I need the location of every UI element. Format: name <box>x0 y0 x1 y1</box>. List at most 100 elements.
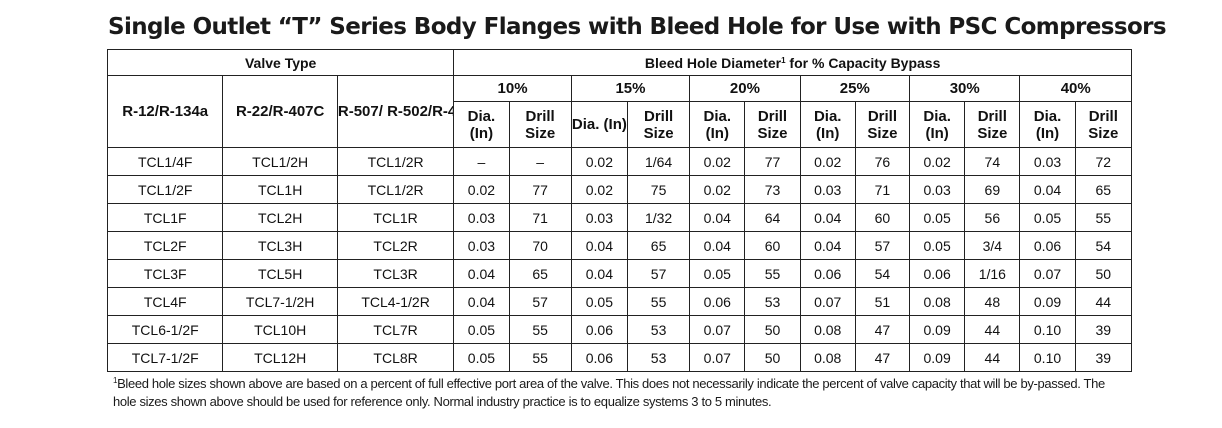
table-cell: TCL4-1/2R <box>336 287 455 316</box>
table-cell: 0.10 <box>1019 343 1076 372</box>
table-cell: 0.04 <box>689 231 746 260</box>
table-row: TCL1F TCL2H TCL1R 0.03 71 0.03 1/32 0.04 64 0.04 6… <box>106 203 1133 232</box>
bleed-header-text: Bleed Hole Diameter <box>644 54 782 71</box>
table-cell: 60 <box>854 203 911 232</box>
table-cell: 0.04 <box>799 231 856 260</box>
table-cell: 64 <box>744 203 801 232</box>
table-cell: 0.04 <box>453 287 510 316</box>
bleed-hole-table: Valve Type Bleed Hole Diameter1 for % Ca… <box>106 49 1133 372</box>
table-cell: TCL1/4F <box>106 147 224 176</box>
table-cell: TCL1H <box>222 175 338 204</box>
valve-col-header: R-507/ R-502/R-404A <box>336 75 455 148</box>
table-cell: 0.06 <box>570 315 628 344</box>
table-cell: 0.02 <box>689 175 746 204</box>
table-cell: 0.08 <box>799 315 856 344</box>
drill-size-header: Drill Size <box>744 101 801 148</box>
header-row-groups: R-12/R-134a R-22/R-407C R-507/ R-502/R-4… <box>106 75 1132 148</box>
table-cell: 0.05 <box>453 315 510 344</box>
table-cell: 47 <box>854 343 911 372</box>
table-cell: 55 <box>744 259 801 288</box>
table-cell: 0.04 <box>689 203 746 232</box>
table-cell: 60 <box>744 231 801 260</box>
table-cell: TCL2F <box>106 231 224 260</box>
table-cell: 1/64 <box>626 147 691 176</box>
table-cell: TCL1/2F <box>106 175 224 204</box>
table-row: TCL1/2F TCL1H TCL1/2R 0.02 77 0.02 75 0.02 73 0.0… <box>106 175 1133 204</box>
table-cell: 72 <box>1074 147 1133 176</box>
table-row: TCL7-1/2F TCL12H TCL8R 0.05 55 0.06 53 0.07 50 0.… <box>106 343 1133 372</box>
table-cell: 0.02 <box>570 147 628 176</box>
table-cell: 57 <box>508 287 572 316</box>
table-cell: 0.06 <box>909 259 966 288</box>
table-cell: 0.05 <box>689 259 746 288</box>
drill-size-header: Drill Size <box>1074 101 1133 148</box>
table-cell: 0.03 <box>570 203 628 232</box>
footnote: 1Bleed hole sizes shown above are based … <box>113 375 1123 411</box>
table-cell: 65 <box>626 231 691 260</box>
table-row: TCL3F TCL5H TCL3R 0.04 65 0.04 57 0.05 55 0.06 54 0… <box>106 259 1133 288</box>
table-cell: 54 <box>854 259 911 288</box>
table-cell: 48 <box>964 287 1021 316</box>
table-cell: 57 <box>626 259 691 288</box>
table-cell: 0.06 <box>689 287 746 316</box>
table-cell: 0.08 <box>909 287 966 316</box>
drill-size-header: Drill Size <box>854 101 911 148</box>
table-cell: 76 <box>854 147 911 176</box>
table-cell: 47 <box>854 315 911 344</box>
table-cell: 51 <box>854 287 911 316</box>
table-cell: 1/16 <box>964 259 1021 288</box>
dia-header: Dia. (In) <box>1019 101 1076 148</box>
table-cell: TCL3H <box>222 231 338 260</box>
table-cell: TCL5H <box>222 259 338 288</box>
table-cell: 53 <box>626 315 691 344</box>
bleed-hole-header: Bleed Hole Diameter1 for % Capacity Bypa… <box>453 49 1132 76</box>
table-cell: – <box>508 147 572 176</box>
table-cell: 53 <box>626 343 691 372</box>
capacity-group-header: 15% <box>570 75 691 102</box>
table-cell: 55 <box>508 315 572 344</box>
table-cell: 0.03 <box>453 203 510 232</box>
drill-size-header: Drill Size <box>964 101 1021 148</box>
table-cell: 0.02 <box>909 147 966 176</box>
table-cell: 77 <box>744 147 801 176</box>
table-cell: 77 <box>508 175 572 204</box>
table-cell: 1/32 <box>626 203 691 232</box>
table-cell: 0.05 <box>1019 203 1076 232</box>
capacity-group-header: 25% <box>799 75 911 102</box>
table-cell: 74 <box>964 147 1021 176</box>
header-row-top: Valve Type Bleed Hole Diameter1 for % Ca… <box>106 49 1132 76</box>
table-cell: 39 <box>1074 315 1133 344</box>
table-cell: 0.05 <box>909 203 966 232</box>
valve-type-header: Valve Type <box>106 49 455 76</box>
table-cell: 0.04 <box>1019 175 1076 204</box>
table-body: TCL1/4F TCL1/2H TCL1/2R – –0.02 1/64 0.02 77 0.0… <box>106 147 1133 372</box>
footnote-text: Bleed hole sizes shown above are based o… <box>113 376 1105 409</box>
table-cell: 0.04 <box>453 259 510 288</box>
footnote-mark: 1 <box>113 376 118 385</box>
table-row: TCL2F TCL3H TCL2R 0.03 70 0.04 65 0.04 60 0.04 57 0… <box>106 231 1133 260</box>
table-cell: 0.07 <box>1019 259 1076 288</box>
table-cell: 56 <box>964 203 1021 232</box>
capacity-group-header: 40% <box>1019 75 1132 102</box>
table-cell: TCL3R <box>336 259 455 288</box>
table-cell: 50 <box>744 315 801 344</box>
table-cell: 70 <box>508 231 572 260</box>
table-cell: 65 <box>1074 175 1133 204</box>
table-cell: 54 <box>1074 231 1133 260</box>
table-cell: 0.02 <box>799 147 856 176</box>
table-cell: 0.04 <box>570 259 628 288</box>
table-cell: TCL1/2R <box>336 175 455 204</box>
table-cell: TCL6-1/2F <box>106 315 224 344</box>
table-cell: 0.03 <box>453 231 510 260</box>
table-cell: 3/4 <box>964 231 1021 260</box>
table-cell: 0.09 <box>909 343 966 372</box>
table-cell: TCL8R <box>336 343 455 372</box>
table-cell: 39 <box>1074 343 1133 372</box>
capacity-group-header: 20% <box>689 75 801 102</box>
table-cell: 0.07 <box>689 343 746 372</box>
dia-header: Dia. (In) <box>453 101 510 148</box>
table-cell: 55 <box>508 343 572 372</box>
table-cell: 71 <box>854 175 911 204</box>
table-cell: 57 <box>854 231 911 260</box>
table-cell: 0.04 <box>799 203 856 232</box>
